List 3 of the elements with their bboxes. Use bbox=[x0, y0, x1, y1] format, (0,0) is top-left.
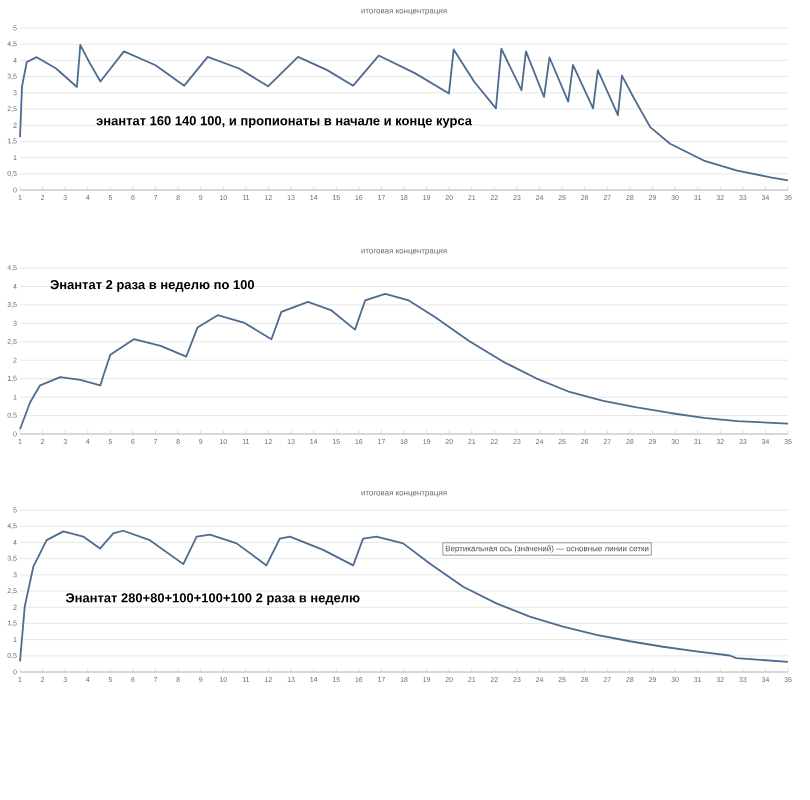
line-series bbox=[19, 292, 789, 431]
line-series bbox=[19, 43, 789, 182]
line-series bbox=[19, 529, 789, 663]
